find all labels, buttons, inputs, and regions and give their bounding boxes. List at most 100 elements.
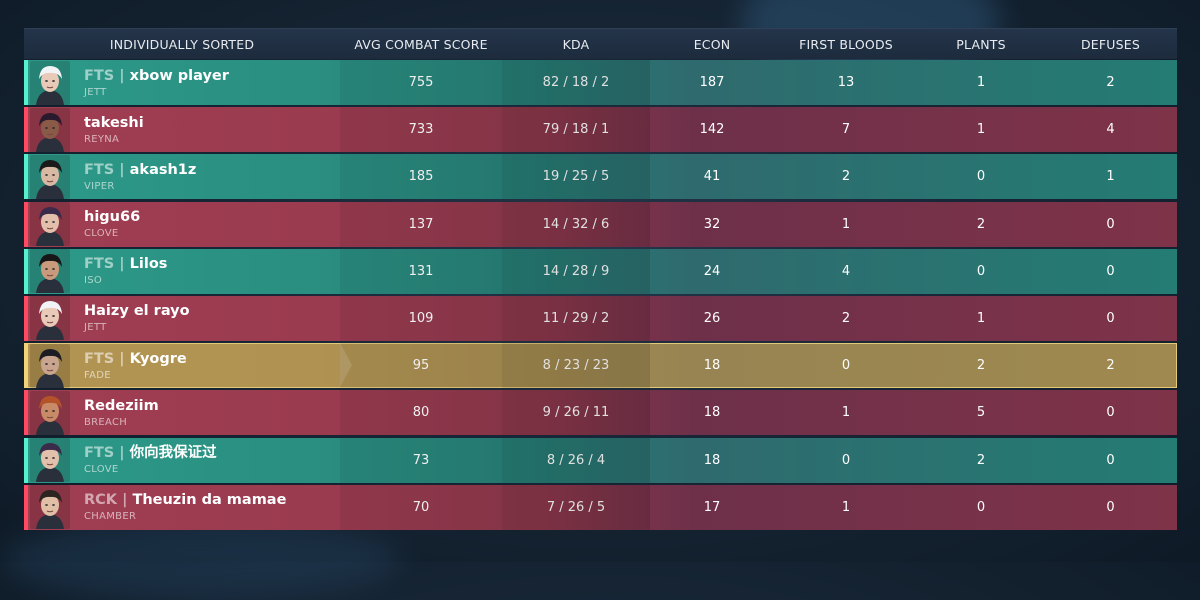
column-shade bbox=[340, 343, 502, 389]
player-name: FTS | Kyogre bbox=[84, 350, 187, 368]
first-bloods-value: 1 bbox=[841, 499, 851, 515]
player-name: Redeziim bbox=[84, 397, 159, 415]
team-accent-bar bbox=[24, 343, 28, 389]
column-shade bbox=[502, 343, 650, 389]
agent-name: REYNA bbox=[84, 133, 120, 145]
player-row[interactable]: Redeziim BREACH 80 9 / 26 / 11 18 1 5 0 bbox=[24, 390, 1177, 436]
kda-value: 9 / 26 / 11 bbox=[542, 405, 610, 421]
column-shade bbox=[502, 107, 650, 153]
defuses-value: 4 bbox=[1106, 122, 1115, 138]
defuses-value: 0 bbox=[1106, 452, 1115, 468]
kda-value: 79 / 18 / 1 bbox=[542, 122, 610, 138]
player-name: Haizy el rayo bbox=[84, 302, 190, 320]
team-tag: FTS | bbox=[84, 256, 130, 273]
column-shade bbox=[340, 201, 502, 247]
player-row[interactable]: Haizy el rayo JETT 109 11 / 29 / 2 26 2 … bbox=[24, 295, 1177, 341]
player-name-text: xbow player bbox=[129, 67, 229, 84]
highlight-chevron bbox=[340, 343, 352, 388]
column-header-defuses[interactable]: DEFUSES bbox=[1080, 36, 1141, 52]
acs-value: 137 bbox=[408, 216, 434, 232]
econ-value: 32 bbox=[703, 216, 721, 232]
column-shade bbox=[340, 107, 502, 153]
player-row[interactable]: FTS | xbow player JETT 755 82 / 18 / 2 1… bbox=[24, 60, 1177, 105]
team-accent-bar bbox=[24, 437, 28, 483]
defuses-value: 2 bbox=[1106, 358, 1115, 374]
plants-value: 2 bbox=[976, 452, 986, 468]
player-name-text: takeshi bbox=[84, 114, 144, 131]
kda-value: 7 / 26 / 5 bbox=[546, 499, 606, 515]
player-row[interactable]: higu66 CLOVE 137 14 / 32 / 6 32 1 2 0 bbox=[24, 201, 1177, 247]
acs-value: 755 bbox=[408, 75, 434, 90]
acs-value: 95 bbox=[412, 358, 430, 374]
player-row[interactable]: takeshi REYNA 733 79 / 18 / 1 142 7 1 4 bbox=[24, 107, 1177, 153]
acs-value: 131 bbox=[408, 263, 434, 279]
column-shade bbox=[502, 248, 650, 294]
scoreboard: INDIVIDUALLY SORTED AVG COMBAT SCORE KDA… bbox=[24, 28, 1177, 533]
agent-name: ISO bbox=[84, 275, 103, 287]
column-header-kda[interactable]: KDA bbox=[562, 36, 590, 52]
first-bloods-value: 13 bbox=[837, 75, 855, 90]
column-shade bbox=[502, 201, 650, 247]
player-cell: takeshi REYNA bbox=[24, 107, 340, 152]
column-header-acs[interactable]: AVG COMBAT SCORE bbox=[354, 36, 488, 52]
column-shade bbox=[502, 154, 650, 200]
player-cell: FTS | xbow player JETT bbox=[24, 60, 340, 105]
defuses-value: 0 bbox=[1106, 310, 1115, 326]
team-tag: FTS | bbox=[84, 350, 130, 367]
player-row[interactable]: RCK | Theuzin da mamae CHAMBER 70 7 / 26… bbox=[24, 484, 1177, 530]
plants-value: 2 bbox=[976, 358, 986, 374]
team-accent-bar bbox=[24, 60, 28, 105]
player-name: FTS | Lilos bbox=[84, 255, 167, 273]
kda-value: 82 / 18 / 2 bbox=[542, 75, 610, 90]
agent-name: FADE bbox=[84, 369, 111, 381]
agent-name: BREACH bbox=[84, 416, 128, 428]
first-bloods-value: 7 bbox=[841, 122, 851, 138]
team-tag: RCK | bbox=[84, 492, 133, 509]
player-name: higu66 bbox=[84, 208, 140, 226]
agent-portrait-icon bbox=[30, 202, 70, 247]
plants-value: 0 bbox=[976, 169, 986, 185]
defuses-value: 0 bbox=[1106, 216, 1115, 232]
column-shade bbox=[340, 154, 502, 200]
agent-portrait-icon bbox=[30, 154, 70, 199]
player-name: RCK | Theuzin da mamae bbox=[84, 491, 286, 509]
acs-value: 73 bbox=[412, 452, 430, 468]
first-bloods-value: 1 bbox=[841, 216, 851, 232]
acs-value: 80 bbox=[412, 405, 430, 421]
team-accent-bar bbox=[24, 248, 28, 294]
team-tag: FTS | bbox=[84, 67, 130, 84]
defuses-value: 0 bbox=[1106, 499, 1115, 515]
team-tag: FTS | bbox=[84, 445, 130, 461]
player-cell: FTS | Kyogre FADE bbox=[24, 343, 340, 388]
team-accent-bar bbox=[24, 484, 28, 530]
player-cell: FTS | 你向我保证过 CLOVE bbox=[24, 438, 340, 483]
econ-value: 17 bbox=[703, 499, 721, 515]
player-row[interactable]: FTS | Kyogre FADE 95 8 / 23 / 23 18 0 2 … bbox=[24, 343, 1177, 389]
econ-value: 18 bbox=[703, 405, 721, 421]
column-shade bbox=[340, 437, 502, 483]
econ-value: 187 bbox=[699, 75, 725, 90]
player-cell: RCK | Theuzin da mamae CHAMBER bbox=[24, 485, 340, 530]
defuses-value: 0 bbox=[1106, 405, 1115, 421]
player-name-text: Theuzin da mamae bbox=[132, 492, 287, 509]
acs-value: 185 bbox=[408, 169, 434, 185]
player-row[interactable]: FTS | 你向我保证过 CLOVE 73 8 / 26 / 4 18 0 2 … bbox=[24, 437, 1177, 483]
column-shade bbox=[502, 60, 650, 105]
player-name-text: Lilos bbox=[129, 256, 168, 273]
plants-value: 5 bbox=[976, 405, 986, 421]
player-row[interactable]: FTS | akash1z VIPER 185 19 / 25 / 5 41 2… bbox=[24, 154, 1177, 200]
column-header-plants[interactable]: PLANTS bbox=[956, 36, 1006, 52]
player-row[interactable]: FTS | Lilos ISO 131 14 / 28 / 9 24 4 0 0 bbox=[24, 248, 1177, 294]
column-header-econ[interactable]: ECON bbox=[693, 36, 731, 52]
econ-value: 41 bbox=[703, 169, 721, 185]
column-header-first-bloods[interactable]: FIRST BLOODS bbox=[799, 36, 893, 52]
agent-name: CLOVE bbox=[84, 464, 119, 475]
agent-portrait-icon bbox=[30, 60, 70, 105]
player-cell: higu66 CLOVE bbox=[24, 202, 340, 247]
column-header-sort[interactable]: INDIVIDUALLY SORTED bbox=[109, 36, 255, 52]
agent-name: VIPER bbox=[84, 180, 115, 192]
plants-value: 2 bbox=[976, 216, 986, 232]
first-bloods-value: 2 bbox=[841, 310, 851, 326]
first-bloods-value: 0 bbox=[841, 452, 851, 468]
agent-portrait-icon bbox=[30, 107, 70, 152]
